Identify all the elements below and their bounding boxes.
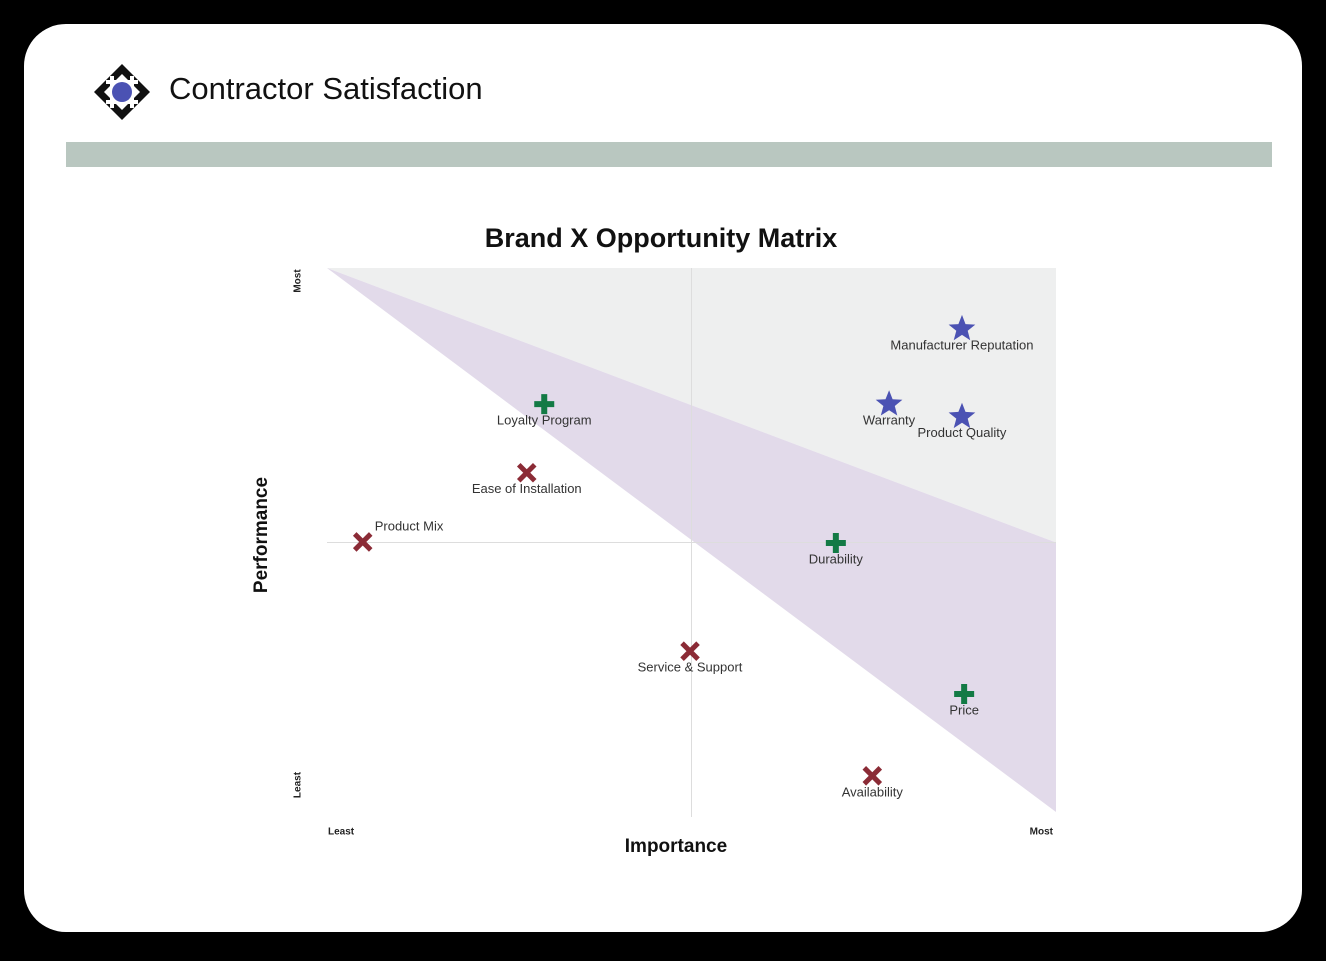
point: [516, 463, 537, 483]
point: [948, 402, 976, 429]
x-tick-label: Least: [328, 827, 355, 838]
y-axis-label: Performance: [251, 477, 272, 593]
point-label: Availability: [842, 784, 904, 799]
point-label: Product Mix: [375, 518, 444, 533]
point: [534, 394, 555, 415]
x-axis-label: Importance: [625, 836, 727, 857]
point: [954, 684, 975, 705]
y-tick-label: Most: [293, 269, 304, 293]
point-label: Manufacturer Reputation: [890, 337, 1033, 352]
point-label: Durability: [809, 551, 864, 566]
y-tick-label: Least: [293, 771, 304, 798]
point: [862, 766, 883, 786]
point-label: Product Quality: [918, 425, 1007, 440]
point: [825, 533, 846, 554]
point: [352, 532, 373, 552]
point-label: Ease of Installation: [472, 481, 582, 496]
point: [680, 641, 700, 661]
point-label: Service & Support: [638, 660, 743, 675]
x-tick-label: Most: [1030, 827, 1054, 838]
point-label: Price: [949, 702, 979, 717]
logo: [94, 64, 150, 120]
chart-title: Brand X Opportunity Matrix: [485, 223, 838, 253]
point: [875, 390, 903, 416]
point-label: Warranty: [863, 413, 916, 428]
page-title: Contractor Satisfaction: [169, 71, 483, 106]
point: [948, 314, 976, 341]
divider: [66, 142, 1272, 167]
point-label: Loyalty Program: [497, 413, 592, 428]
